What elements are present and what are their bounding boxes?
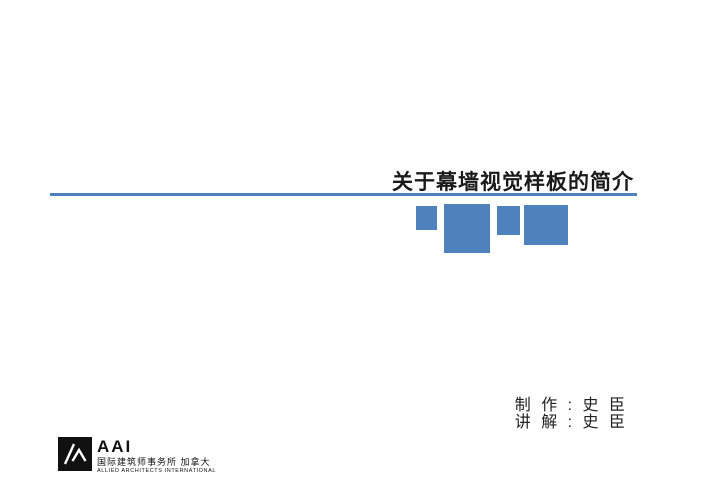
credits-block: 制 作 : 史 臣 讲 解 : 史 臣: [515, 397, 628, 431]
slide-title: 关于幕墙视觉样板的简介: [392, 171, 634, 194]
credit-presenter: 讲 解 : 史 臣: [514, 414, 628, 431]
title-underline-rule: [50, 193, 637, 196]
decor-square: [524, 205, 568, 245]
decor-square: [444, 204, 490, 253]
decor-square: [416, 206, 437, 230]
aai-logo-icon: [58, 437, 92, 471]
logo-name-english: ALLIED ARCHITECTS INTERNATIONAL: [97, 468, 217, 474]
decor-square: [497, 206, 520, 235]
logo-acronym: AAI: [97, 437, 133, 456]
aai-logo-glyph: [63, 443, 87, 465]
logo-name-chinese: 国际建筑师事务所 加拿大: [97, 457, 211, 467]
logo-text-block: AAI 国际建筑师事务所 加拿大 ALLIED ARCHITECTS INTER…: [97, 437, 216, 474]
credit-maker: 制 作 : 史 臣: [514, 397, 628, 414]
company-logo: AAI 国际建筑师事务所 加拿大 ALLIED ARCHITECTS INTER…: [58, 437, 216, 474]
